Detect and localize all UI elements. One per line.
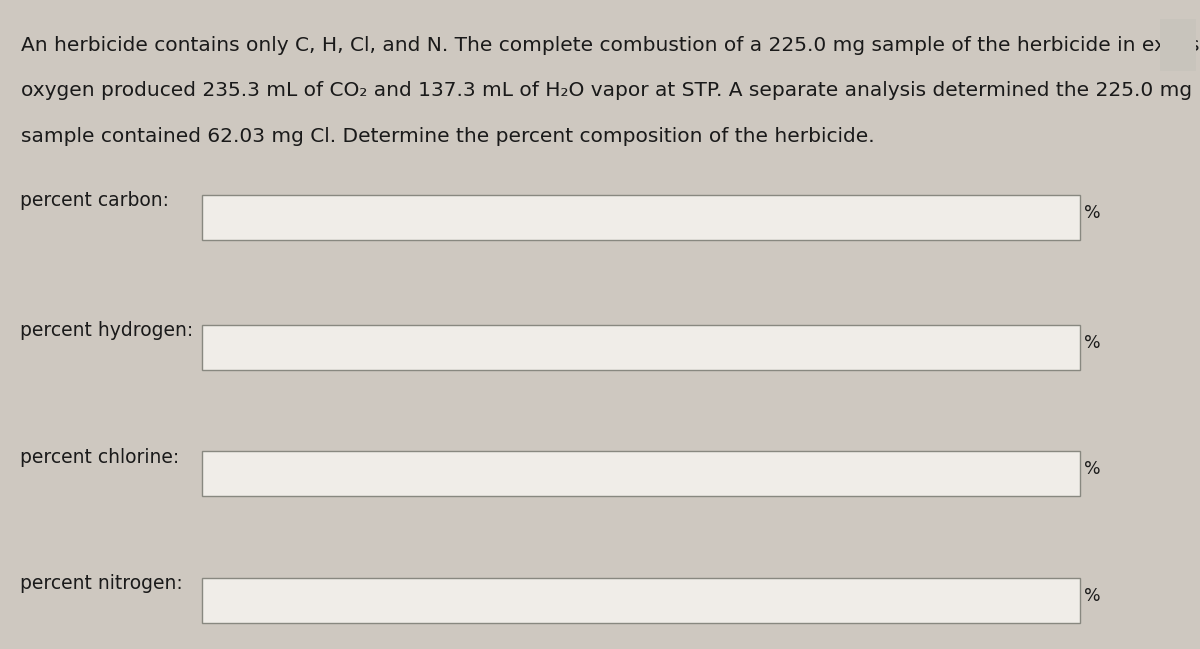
Text: An herbicide contains only C, H, Cl, and N. The complete combustion of a 225.0 m: An herbicide contains only C, H, Cl, and…	[20, 36, 1200, 55]
Text: %: %	[1084, 204, 1100, 222]
Text: %: %	[1084, 587, 1100, 605]
FancyBboxPatch shape	[1160, 19, 1195, 71]
Text: %: %	[1084, 460, 1100, 478]
Text: oxygen produced 235.3 mL of CO₂ and 137.3 mL of H₂O vapor at STP. A separate ana: oxygen produced 235.3 mL of CO₂ and 137.…	[20, 81, 1192, 100]
Text: percent nitrogen:: percent nitrogen:	[19, 574, 182, 593]
Text: percent carbon:: percent carbon:	[19, 191, 169, 210]
FancyBboxPatch shape	[203, 578, 1080, 623]
Text: percent chlorine:: percent chlorine:	[19, 448, 179, 467]
Text: %: %	[1084, 334, 1100, 352]
Text: sample contained 62.03 mg Cl. Determine the percent composition of the herbicide: sample contained 62.03 mg Cl. Determine …	[20, 127, 875, 145]
FancyBboxPatch shape	[203, 324, 1080, 370]
FancyBboxPatch shape	[203, 451, 1080, 496]
Text: percent hydrogen:: percent hydrogen:	[19, 321, 193, 340]
FancyBboxPatch shape	[203, 195, 1080, 240]
